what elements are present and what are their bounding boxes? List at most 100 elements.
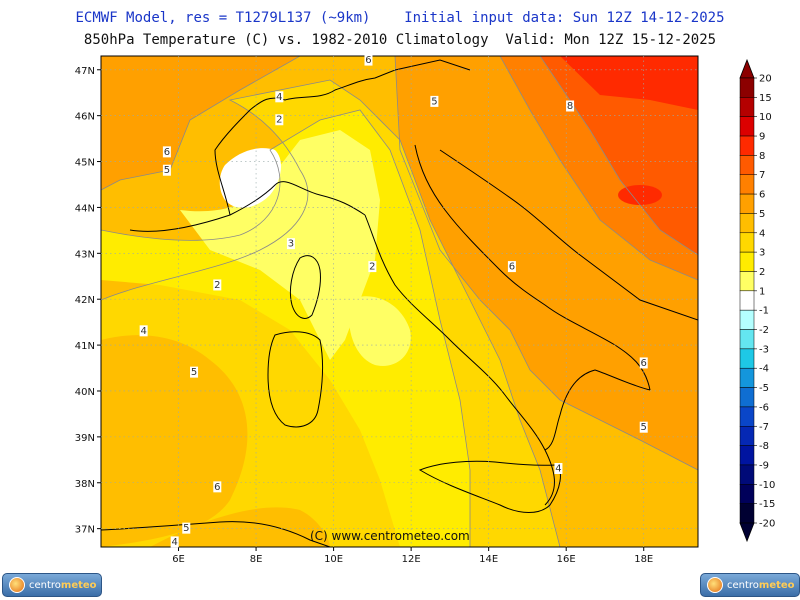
field-5c-s xyxy=(150,507,330,547)
colorbar-label: -3 xyxy=(759,344,769,355)
lon-tick-label: 6E xyxy=(172,554,185,565)
contour-label: 6 xyxy=(365,55,371,66)
colorbar-bottom-arrow xyxy=(739,522,755,543)
lon-tick-label: 12E xyxy=(402,554,421,565)
contour-label-bg xyxy=(286,238,295,250)
isotherm-7 xyxy=(499,56,698,281)
contour-label: 2 xyxy=(369,262,375,273)
contour-label-bg xyxy=(213,279,222,291)
contour-label-bg xyxy=(275,91,284,103)
contour-label: 5 xyxy=(641,422,647,433)
colorbar-label: -2 xyxy=(759,325,769,336)
lat-tick-label: 38N xyxy=(75,479,95,490)
contour-label: 6 xyxy=(164,147,170,158)
colorbar-swatch xyxy=(739,464,755,485)
colorbar-swatch xyxy=(739,77,755,98)
map-frame xyxy=(100,55,699,548)
taranto-coast xyxy=(544,369,651,451)
contour-label: 4 xyxy=(276,92,282,103)
sardinia xyxy=(267,331,324,428)
colorbar-label: 1 xyxy=(759,286,765,297)
centrometeo-logo-left[interactable]: centrometeo xyxy=(2,573,102,597)
sun-logo-icon xyxy=(9,577,25,593)
contour-label: 6 xyxy=(641,358,647,369)
contour-label-bg xyxy=(162,164,171,176)
colorbar-top-arrow xyxy=(739,58,755,79)
colorbar-label: 5 xyxy=(759,209,765,220)
colorbar: 20 15 10 9 8 7 6 5 4 3 2 1 -1 -2 -3 -4 -5 -6 -7 -8 -9 -10 -15 -… xyxy=(739,58,775,543)
field-6c-west xyxy=(101,56,300,190)
contour-label-bg xyxy=(182,522,191,534)
colorbar-swatch xyxy=(739,503,755,524)
colorbar-swatch xyxy=(739,213,755,234)
isotherm-6 xyxy=(394,56,698,471)
colorbar-label: 8 xyxy=(759,151,765,162)
lon-tick-label: 10E xyxy=(324,554,343,565)
logo-text: centrometeo xyxy=(727,579,795,591)
contour-label: 3 xyxy=(288,239,294,250)
lat-tick-label: 40N xyxy=(75,387,95,398)
field-2c xyxy=(180,130,380,360)
model-title: ECMWF Model, res = T1279L137 (~9km) Init… xyxy=(75,10,725,26)
sun-logo-icon xyxy=(707,577,723,593)
colorbar-label: -4 xyxy=(759,364,769,375)
colorbar-label: 15 xyxy=(759,93,772,104)
contour-label: 2 xyxy=(214,280,220,291)
contour-label: 5 xyxy=(191,367,197,378)
isotherm-4 xyxy=(101,79,561,547)
contour-label-bg xyxy=(170,536,179,548)
colorbar-swatch xyxy=(739,484,755,504)
isotherm-6-west xyxy=(101,56,301,191)
colorbar-label: -7 xyxy=(759,422,769,433)
field-2c-cell xyxy=(348,296,411,366)
contour-label-bg xyxy=(639,357,648,369)
colorbar-swatch xyxy=(739,97,755,117)
colorbar-label: 3 xyxy=(759,248,765,259)
colorbar-swatch xyxy=(739,135,755,156)
contour-label-bg xyxy=(639,421,648,433)
colorbar-label: -5 xyxy=(759,383,769,394)
lat-tick-label: 47N xyxy=(75,66,95,77)
corsica xyxy=(289,255,321,319)
contour-label: 6 xyxy=(214,482,220,493)
colorbar-swatch xyxy=(739,406,755,427)
colorbar-swatch xyxy=(739,445,755,466)
field-title: 850hPa Temperature (C) vs. 1982-2010 Cli… xyxy=(83,32,717,48)
lat-tick-label: 41N xyxy=(75,341,95,352)
colorbar-label: 6 xyxy=(759,190,765,201)
contour-label-bg xyxy=(554,462,563,474)
lon-tick-label: 18E xyxy=(634,554,653,565)
colorbar-label: 9 xyxy=(759,132,765,143)
contour-label-bg xyxy=(430,95,439,107)
colorbar-label: 20 xyxy=(759,74,772,85)
colorbar-swatch xyxy=(739,174,755,195)
lat-tick-label: 43N xyxy=(75,249,95,260)
contour-label-bg xyxy=(364,54,373,66)
lat-tick-label: 42N xyxy=(75,295,95,306)
contour-label: 4 xyxy=(555,463,561,474)
contour-label-bg xyxy=(162,146,171,158)
lat-tick-label: 46N xyxy=(75,112,95,123)
colorbar-swatch xyxy=(739,116,755,137)
contour-label: 2 xyxy=(276,115,282,126)
copyright-text: (C) www.centrometeo.com xyxy=(310,529,470,543)
colorbar-label: -20 xyxy=(759,519,775,530)
contour-label-bg xyxy=(139,325,148,337)
colorbar-label: -15 xyxy=(759,499,775,510)
field-9c-cell xyxy=(618,185,662,205)
colorbar-swatch xyxy=(739,309,755,330)
centrometeo-logo-right[interactable]: centrometeo xyxy=(700,573,800,597)
lat-tick-label: 45N xyxy=(75,158,95,169)
colorbar-label: -9 xyxy=(759,460,769,471)
colorbar-swatch xyxy=(739,348,755,369)
sicily xyxy=(418,460,561,513)
colorbar-label: -8 xyxy=(759,441,769,452)
lon-tick-label: 16E xyxy=(557,554,576,565)
contour-label-bg xyxy=(566,100,575,112)
dalmatian-coast xyxy=(439,149,698,321)
colorbar-swatch xyxy=(739,367,755,388)
contour-label-bg xyxy=(507,261,516,273)
field-8c xyxy=(540,56,698,255)
contour-label-bg xyxy=(368,261,377,273)
